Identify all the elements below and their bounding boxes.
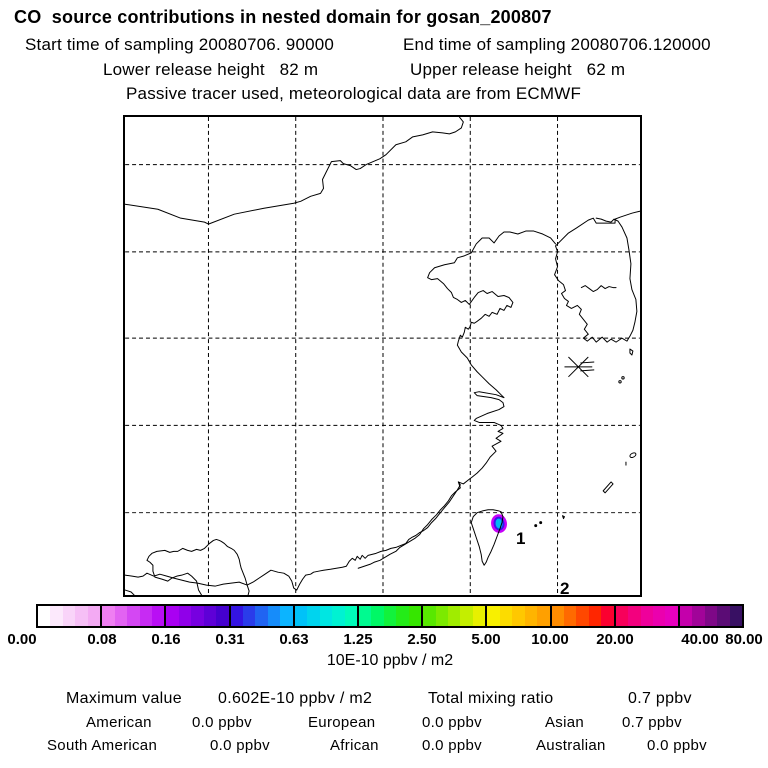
northeast-coast (555, 210, 640, 247)
end-time-text: End time of sampling 20080706.120000 (403, 35, 711, 54)
total-mixing-ratio-value: 0.7 ppbv (628, 690, 692, 707)
colorbar-tick-label: 0.16 (151, 631, 181, 648)
colorbar-tick-label: 1.25 (343, 631, 373, 648)
region-name-south-american: South American (47, 737, 158, 754)
inland-border (146, 538, 250, 595)
island-small-east (561, 515, 565, 520)
colorbar-tick-label: 0.31 (215, 631, 245, 648)
region-value-american: 0.0 ppbv (192, 714, 252, 731)
region-value-african: 0.0 ppbv (422, 737, 482, 754)
upper-release-text: Upper release height 62 m (410, 60, 626, 79)
china-east-coast (357, 230, 557, 569)
island-okinawa (602, 481, 614, 494)
corner-coast-piece (125, 589, 135, 595)
figure-title: CO source contributions in nested domain… (14, 7, 552, 27)
colorbar-segment (487, 606, 552, 626)
region-value-asian: 0.7 ppbv (622, 714, 682, 731)
colorbar-segment (551, 606, 616, 626)
china-south-coast (125, 481, 461, 591)
colorbar-segment (294, 606, 359, 626)
colorbar-segment (38, 606, 103, 626)
colorbar-tick-label: 0.08 (87, 631, 117, 648)
colorbar-tick-label: 5.00 (471, 631, 501, 648)
start-time-text: Start time of sampling 20080706. 90000 (25, 35, 335, 54)
colorbar-segment (230, 606, 295, 626)
colorbar-tick-label: 20.00 (596, 631, 634, 648)
colorbar-bar (36, 604, 744, 628)
colorbar-segment (166, 606, 231, 626)
colorbar-tick-label: 0.63 (279, 631, 309, 648)
colorbar-tick-label: 40.00 (681, 631, 719, 648)
max-value-label: Maximum value (66, 690, 182, 707)
region-name-american: American (86, 714, 152, 731)
colorbar-tick-label: 80.00 (725, 631, 763, 648)
map-frame: 1 2 (123, 115, 642, 598)
region-name-african: African (330, 737, 379, 754)
korea-inner-border (580, 285, 617, 293)
coastlines (125, 117, 640, 595)
islet-dot (621, 376, 625, 380)
islet-dot (618, 380, 622, 384)
colorbar-tick-label: 2.50 (407, 631, 437, 648)
station-marker-asterisk-icon (564, 356, 595, 378)
colorbar-segment (358, 606, 424, 626)
korea-coast (554, 217, 638, 343)
island-tsushima (629, 348, 634, 356)
colorbar-segment (679, 606, 743, 626)
graticule-grid (125, 117, 640, 595)
colorbar-caption: 10E-10 ppbv / m2 (326, 652, 454, 669)
region-name-asian: Asian (545, 714, 585, 731)
point-label-1: 1 (516, 529, 526, 548)
lower-release-text: Lower release height 82 m (103, 60, 319, 79)
map-canvas (125, 117, 640, 595)
colorbar-segment (423, 606, 488, 626)
region-name-australian: Australian (536, 737, 606, 754)
colorbar-segment (102, 606, 167, 626)
total-mixing-ratio-label: Total mixing ratio (428, 690, 554, 707)
tracer-note-text: Passive tracer used, meteorological data… (126, 84, 582, 103)
taiwan-coast (470, 509, 504, 566)
point-label-2: 2 (560, 579, 570, 598)
region-value-australian: 0.0 ppbv (647, 737, 707, 754)
island-amami (629, 452, 637, 458)
max-value-number: 0.602E-10 ppbv / m2 (218, 690, 373, 707)
islet-dot (539, 521, 543, 525)
region-value-south-american: 0.0 ppbv (210, 737, 270, 754)
colorbar-tick-label: 10.00 (531, 631, 569, 648)
region-name-european: European (308, 714, 376, 731)
islet-dot (534, 524, 538, 528)
north-border-line (125, 117, 464, 225)
colorbar-segment (615, 606, 680, 626)
colorbar-tick-label: 0.00 (7, 631, 37, 648)
colorbar-ticks: 0.00 0.08 0.16 0.31 0.63 1.25 2.50 5.00 10.00 20.… (0, 631, 768, 649)
region-value-european: 0.0 ppbv (422, 714, 482, 731)
